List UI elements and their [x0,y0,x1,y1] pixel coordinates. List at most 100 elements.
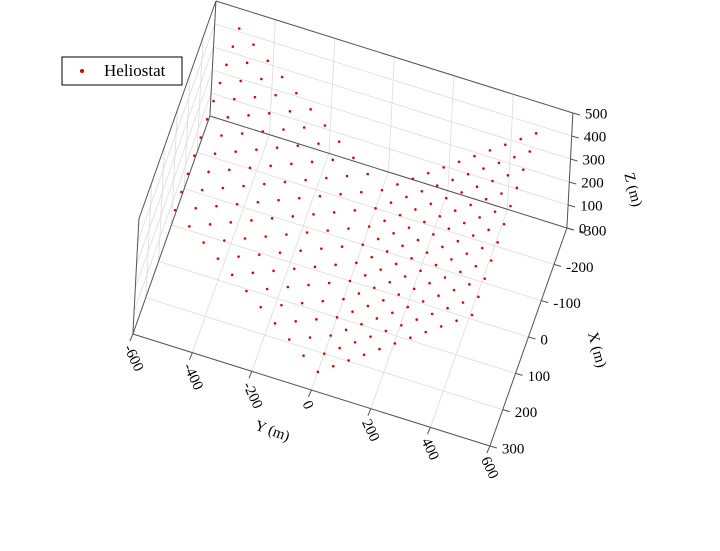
heliostat-point [307,283,310,287]
heliostat-point [412,287,416,291]
heliostat-point [259,305,263,309]
z-tick [566,227,575,231]
heliostat-point [229,221,233,224]
heliostat-point [515,186,519,190]
heliostat-point [235,202,239,206]
heliostat-point [340,245,344,248]
heliostat-point [248,166,252,170]
heliostat-point [342,297,345,301]
heliostat-point [225,63,228,67]
heliostat-point [327,281,331,285]
heliostat-point [226,116,230,119]
z-tick-label: 200 [581,175,604,191]
heliostat-point [361,243,365,246]
heliostat-point [370,255,374,259]
grid-line [370,190,449,409]
heliostat-point [534,132,538,135]
heliostat-point [392,232,395,235]
y-tick [307,389,312,398]
y-tick [486,445,491,454]
heliostat-point [434,263,438,267]
heliostat-point [455,319,458,322]
heliostat-point [493,210,497,213]
heliostat-point [410,256,413,260]
y-tick [367,408,372,416]
grid-line [145,182,153,298]
heliostat-point [230,273,234,277]
heliostat-point [250,219,253,222]
z-tick [571,135,579,139]
grid-line [196,37,204,153]
axis-edge [132,115,211,335]
heliostat-point [231,45,235,48]
heliostat-point [353,341,357,344]
heliostat-point [509,204,512,208]
heliostat-point [426,171,430,175]
heliostat-point [513,155,516,159]
heliostat-point [186,172,190,176]
heliostat-point [302,354,305,357]
heliostat-point [428,281,431,285]
grid-line [213,46,571,160]
heliostat-point [261,130,265,133]
heliostat-point [407,226,411,229]
heliostat-point [275,146,279,149]
heliostat-point [497,161,501,165]
heliostat-point [220,134,223,137]
x-tick-label: -300 [579,223,607,239]
heliostat-point [383,219,386,223]
heliostat-point [287,338,291,341]
y-tick-label: 200 [358,417,382,444]
heliostat-point [457,160,461,164]
heliostat-point [285,233,288,236]
heliostat-point [482,167,485,170]
heliostat-point [460,191,463,194]
heliostat-point [366,172,370,176]
heliostat-point [199,136,203,139]
heliostat-point [397,293,401,296]
heliostat-point [278,251,282,254]
heliostat-point [389,201,393,204]
heliostat-point [265,287,269,291]
z-tick [570,158,578,162]
heliostat-point [416,238,420,242]
heliostat-point [487,228,490,232]
z-tick [569,181,577,185]
grid-line [137,23,216,243]
y-tick-label: 400 [418,436,442,463]
heliostat-point [396,183,399,186]
heliostat-point [312,213,315,216]
x-tick [541,300,549,304]
heliostat-point [316,370,320,374]
grid-line [251,153,330,372]
heliostat-point [461,301,465,304]
heliostat-point [403,275,407,278]
grid-line [388,56,395,173]
y-tick [129,333,134,342]
heliostat-point [475,185,479,189]
heliostat-point [420,189,424,193]
heliostat-point [256,200,260,204]
axis-edge [209,0,217,117]
heliostat-point [353,209,357,212]
heliostat-point [384,329,388,333]
heliostat-point [269,164,272,168]
z-tick-label: 400 [584,129,607,145]
heliostat-point [318,194,322,198]
heliostat-point [394,262,398,266]
z-axis-title: Z (m) [620,171,644,209]
heliostat-point [322,352,326,355]
heliostat-point [245,289,248,293]
heliostat-point [315,318,318,321]
grid-line [210,92,569,206]
heliostat-point [421,300,425,303]
heliostat-point [239,79,242,83]
heliostat-point [334,263,337,267]
heliostat-point [347,359,350,362]
heliostat-point [480,246,484,250]
heliostat-point [366,304,370,308]
heliostat-point [299,249,302,252]
z-tick-label: 500 [585,106,608,122]
heliostat-point [438,214,442,218]
grid-line [183,73,191,189]
